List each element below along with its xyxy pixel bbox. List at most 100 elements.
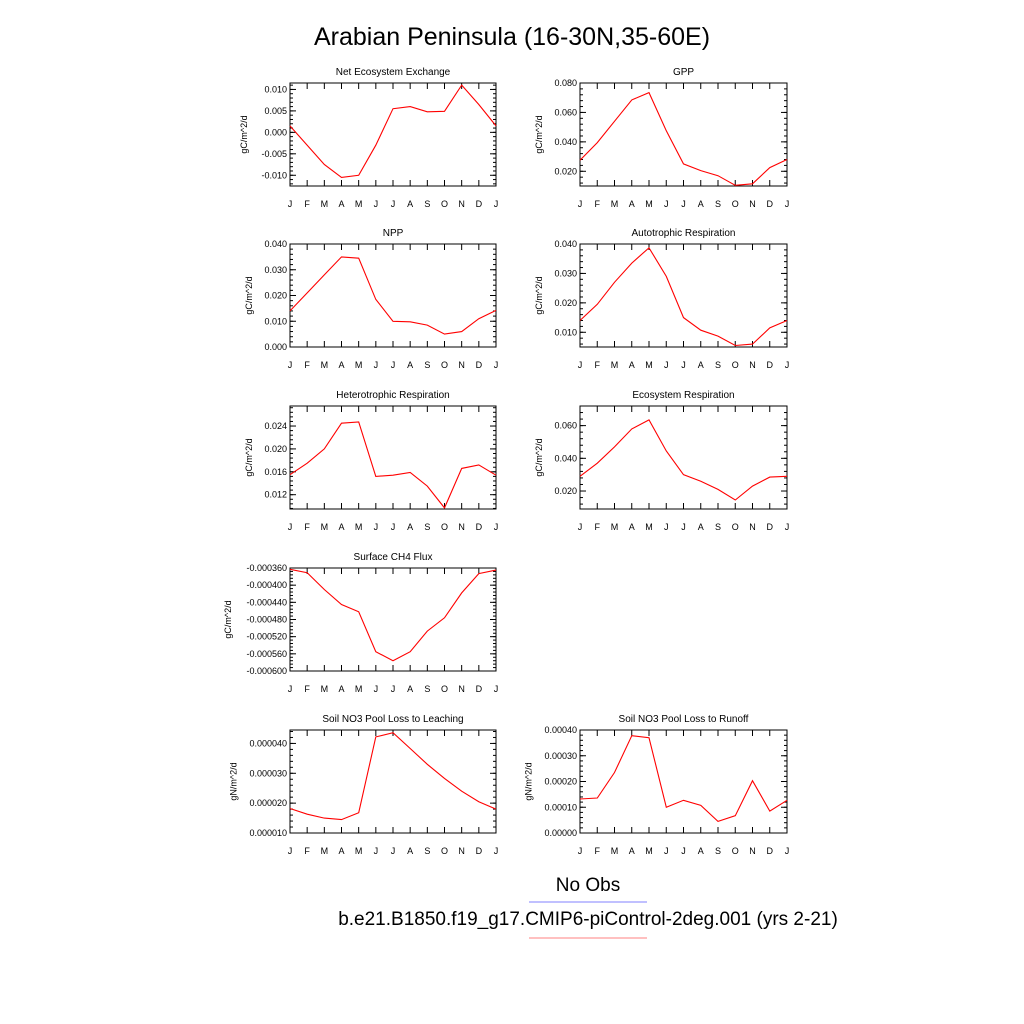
plot-frame <box>579 405 788 510</box>
x-tick-label: O <box>441 522 448 532</box>
x-tick-label: M <box>321 360 329 370</box>
figure-title: Arabian Peninsula (16-30N,35-60E) <box>314 23 710 51</box>
x-tick-label: N <box>749 522 756 532</box>
x-tick-label: D <box>767 522 774 532</box>
x-tick-label: A <box>407 360 413 370</box>
plot-frame <box>289 243 497 348</box>
x-tick-label: A <box>407 199 413 209</box>
x-tick-label: A <box>698 846 704 856</box>
y-tick-label: 0.030 <box>264 265 287 275</box>
x-tick-label: A <box>338 846 344 856</box>
x-tick-label: O <box>732 199 739 209</box>
y-axis-label: gN/m^2/d <box>524 762 534 800</box>
plot-frame <box>289 567 497 672</box>
series-line <box>289 84 497 178</box>
plot-frame <box>579 243 788 348</box>
panel-title: NPP <box>383 228 404 239</box>
x-tick-label: D <box>476 684 483 694</box>
x-tick-label: M <box>321 684 329 694</box>
y-tick-label: 0.000010 <box>249 828 287 838</box>
x-tick-label: O <box>441 199 448 209</box>
x-tick-label: S <box>424 199 430 209</box>
x-tick-label: A <box>407 846 413 856</box>
x-tick-label: J <box>664 522 669 532</box>
y-tick-label: 0.024 <box>264 421 287 431</box>
y-tick-label: 0.040 <box>554 239 577 249</box>
x-tick-label: J <box>288 522 293 532</box>
x-tick-label: J <box>494 360 499 370</box>
x-tick-label: M <box>355 199 363 209</box>
panel-title: Heterotrophic Respiration <box>336 390 449 401</box>
x-tick-label: S <box>424 360 430 370</box>
x-tick-label: F <box>595 199 601 209</box>
plot-frame <box>289 82 497 187</box>
y-tick-label: -0.000480 <box>246 615 287 625</box>
x-tick-label: A <box>698 199 704 209</box>
x-tick-label: F <box>304 684 310 694</box>
y-axis-label: gC/m^2/d <box>244 276 254 314</box>
y-axis-label: gC/m^2/d <box>223 600 233 638</box>
y-tick-label: 0.020 <box>264 291 287 301</box>
x-tick-label: M <box>645 199 653 209</box>
x-tick-label: D <box>476 846 483 856</box>
x-tick-label: J <box>391 846 396 856</box>
x-tick-label: J <box>494 199 499 209</box>
legend-label-model: b.e21.B1850.f19_g17.CMIP6-piControl-2deg… <box>338 909 838 930</box>
x-tick-label: J <box>785 199 790 209</box>
y-tick-label: 0.010 <box>264 316 287 326</box>
y-tick-label: 0.040 <box>554 453 577 463</box>
x-tick-label: M <box>645 360 653 370</box>
x-tick-label: F <box>304 522 310 532</box>
y-tick-label: 0.00040 <box>544 725 577 735</box>
series-line <box>289 732 497 821</box>
x-tick-label: S <box>715 846 721 856</box>
x-tick-label: F <box>304 360 310 370</box>
y-tick-label: 0.080 <box>554 78 577 88</box>
x-tick-label: J <box>391 360 396 370</box>
x-tick-label: A <box>629 360 635 370</box>
x-tick-label: J <box>681 199 686 209</box>
x-tick-label: D <box>476 360 483 370</box>
x-tick-label: N <box>749 846 756 856</box>
y-tick-label: 0.000030 <box>249 768 287 778</box>
panel-title: Net Ecosystem Exchange <box>336 67 451 78</box>
y-tick-label: 0.000020 <box>249 798 287 808</box>
x-tick-label: S <box>715 360 721 370</box>
x-tick-label: M <box>355 522 363 532</box>
x-tick-label: N <box>749 199 756 209</box>
x-tick-label: S <box>424 522 430 532</box>
y-tick-label: 0.040 <box>554 137 577 147</box>
x-tick-label: M <box>355 360 363 370</box>
panel-title: Autotrophic Respiration <box>632 228 736 239</box>
series-line <box>579 246 788 347</box>
y-tick-label: 0.020 <box>554 298 577 308</box>
y-tick-label: 0.030 <box>554 268 577 278</box>
panel-title: GPP <box>673 67 694 78</box>
x-tick-label: F <box>304 846 310 856</box>
panel-title: Ecosystem Respiration <box>632 390 734 401</box>
y-tick-label: 0.00000 <box>544 828 577 838</box>
y-axis-label: gC/m^2/d <box>239 115 249 153</box>
y-tick-label: 0.020 <box>554 166 577 176</box>
y-tick-label: -0.010 <box>261 170 287 180</box>
x-tick-label: J <box>374 522 379 532</box>
panel-title: Soil NO3 Pool Loss to Leaching <box>322 714 463 725</box>
x-tick-label: J <box>664 360 669 370</box>
x-tick-label: J <box>785 522 790 532</box>
x-tick-label: O <box>441 846 448 856</box>
x-tick-label: M <box>321 846 329 856</box>
y-tick-label: -0.000600 <box>246 666 287 676</box>
y-tick-label: 0.010 <box>554 327 577 337</box>
x-tick-label: M <box>321 199 329 209</box>
x-tick-label: J <box>391 684 396 694</box>
x-tick-label: A <box>629 522 635 532</box>
